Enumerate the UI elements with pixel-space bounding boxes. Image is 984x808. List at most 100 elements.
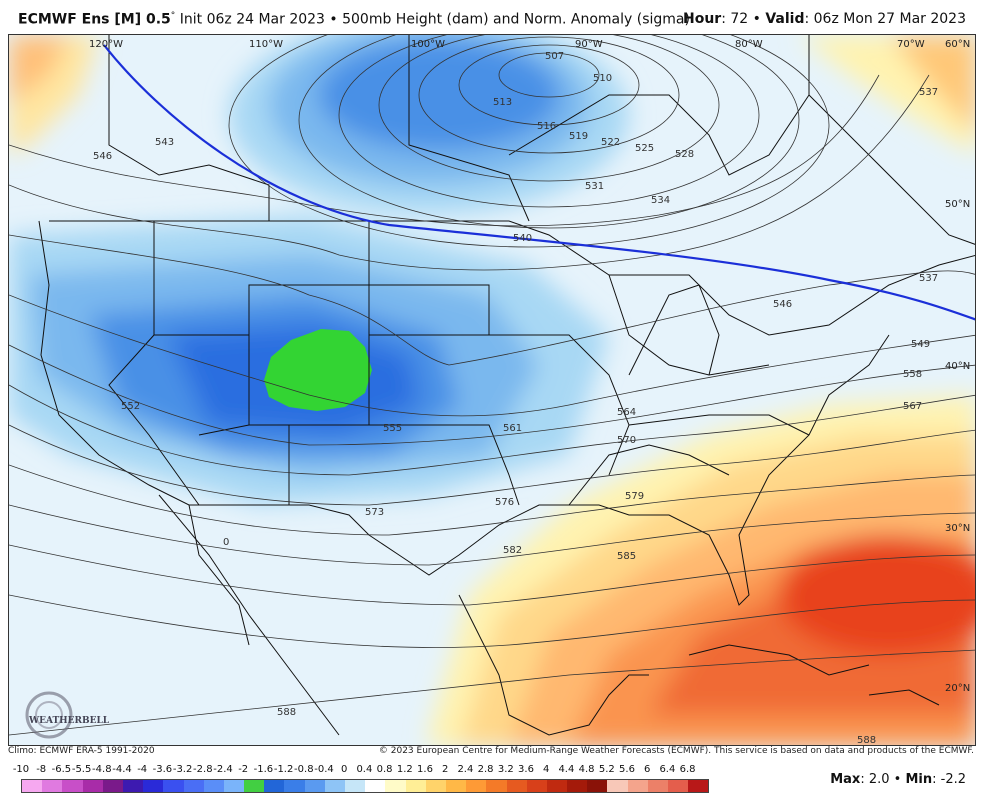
min-label: Min xyxy=(905,772,933,787)
valid-value: : 06z Mon 27 Mar 2023 xyxy=(804,11,966,27)
chart-title: ECMWF Ens [M] 0.5° Init 06z 24 Mar 2023 … xyxy=(18,11,690,28)
contour-label: 510 xyxy=(593,73,612,84)
colorbar-swatch xyxy=(567,780,588,792)
colorbar-tick-label: 5.6 xyxy=(619,764,635,775)
lon-label-80w: 80°W xyxy=(735,39,763,50)
colorbar-swatch xyxy=(304,780,325,792)
colorbar-tick-label: 2.4 xyxy=(457,764,474,775)
colorbar-tick-label: 3.6 xyxy=(518,764,534,775)
colorbar-tick-label: -3.6 xyxy=(152,764,173,775)
lat-label-30n: 30°N xyxy=(945,523,970,534)
contour-label: 573 xyxy=(365,507,384,518)
colorbar-tick-label: 2.8 xyxy=(477,764,494,775)
colorbar-tick-label: -6.5 xyxy=(51,764,72,775)
degree-mark: ° xyxy=(170,11,176,21)
lat-label-60n: 60°N xyxy=(945,39,970,50)
colorbar-swatch xyxy=(143,780,164,792)
colorbar-tick-label: -10 xyxy=(12,764,30,775)
colorbar-tick-label: -8 xyxy=(36,764,47,775)
lon-label-90w: 90°W xyxy=(575,39,603,50)
colorbar-tick-label: 4 xyxy=(543,764,550,775)
colorbar-tick-label: -2.4 xyxy=(213,764,233,775)
contour-label: 537 xyxy=(919,87,938,98)
colorbar-tick-label: 1.6 xyxy=(417,764,433,775)
contour-label: 531 xyxy=(585,181,604,192)
colorbar-tick-label: -3.2 xyxy=(172,764,193,775)
contour-label: 588 xyxy=(857,735,876,746)
max-min-readout: Max: 2.0 • Min: -2.2 xyxy=(830,772,966,787)
header: ECMWF Ens [M] 0.5° Init 06z 24 Mar 2023 … xyxy=(0,0,984,34)
init-text: Init 06z 24 Mar 2023 • 500mb Height (dam… xyxy=(175,11,690,28)
contour-label: 507 xyxy=(545,51,564,62)
colorbar-swatch xyxy=(647,780,668,792)
lat-label-20n: 20°N xyxy=(945,683,970,694)
colorbar-swatch xyxy=(203,780,224,792)
colorbar-tick-label: 2 xyxy=(442,764,449,775)
lon-label-70w: 70°W xyxy=(897,39,925,50)
colorbar-swatch xyxy=(122,780,144,792)
min-anomaly-region xyxy=(264,329,372,411)
contour-label: 585 xyxy=(617,551,636,562)
colorbar-tick-label: -1.2 xyxy=(273,764,294,775)
colorbar-tick-label: -2.8 xyxy=(193,764,213,775)
colorbar xyxy=(21,779,710,793)
colorbar-tick-label: 4.4 xyxy=(558,764,575,775)
contour-label: 534 xyxy=(651,195,670,206)
colorbar-swatch xyxy=(587,780,608,792)
colorbar-tick-label: -2 xyxy=(238,764,249,775)
contour-label: 516 xyxy=(537,121,556,132)
contour-label: 579 xyxy=(625,491,644,502)
contour-label: 567 xyxy=(903,401,922,412)
contour-label: 546 xyxy=(773,299,792,310)
lat-label-40n: 40°N xyxy=(945,361,970,372)
height-contours xyxy=(9,35,975,736)
valid-time: Hour: 72 • Valid: 06z Mon 27 Mar 2023 xyxy=(683,11,966,27)
contour-label: 537 xyxy=(919,273,938,284)
valid-label: Valid xyxy=(765,11,805,27)
copyright-note: © 2023 European Centre for Medium-Range … xyxy=(378,746,974,756)
lon-label-100w: 100°W xyxy=(411,39,445,50)
contour-label: 519 xyxy=(569,131,588,142)
colorbar-swatch xyxy=(324,780,345,792)
lon-label-120w: 120°W xyxy=(89,39,123,50)
colorbar-tick-label: 5.2 xyxy=(598,764,615,775)
colorbar-tick-label: 3.2 xyxy=(497,764,514,775)
colorbar-swatch xyxy=(486,780,507,792)
contour-label: 576 xyxy=(495,497,514,508)
colorbar-tick-label: 1.2 xyxy=(396,764,413,775)
contour-label: 561 xyxy=(503,423,522,434)
colorbar-tick-label: -1.6 xyxy=(253,764,274,775)
colorbar-labels: -10 -8 -6.5 -5.5 -4.8 -4.4 -4 -3.6 -3.2 -2.8 -2.4-… xyxy=(12,764,712,776)
colorbar-swatch xyxy=(466,780,487,792)
contour-label: 0 xyxy=(223,537,229,548)
colorbar-swatch xyxy=(607,780,628,792)
colorbar-tick-label: -4.8 xyxy=(92,764,112,775)
colorbar-swatch xyxy=(223,780,245,792)
contour-label: 513 xyxy=(493,97,512,108)
logo-text: WEATHERBELL xyxy=(28,716,110,726)
colorbar-swatch xyxy=(284,780,305,792)
colorbar-swatch xyxy=(405,780,426,792)
colorbar-tick-label: 4.8 xyxy=(578,764,595,775)
contour-label: 525 xyxy=(635,143,654,154)
colorbar-swatch xyxy=(102,780,123,792)
contour-label: 582 xyxy=(503,545,522,556)
contour-label: 570 xyxy=(617,435,636,446)
colorbar-swatch xyxy=(183,780,204,792)
model-name: ECMWF Ens [M] 0.5 xyxy=(18,11,171,28)
colorbar-swatch xyxy=(688,780,709,792)
weatherbell-logo: WEATHERBELL xyxy=(25,691,110,739)
contour-label: 543 xyxy=(155,137,174,148)
contour-label: 552 xyxy=(121,401,140,412)
colorbar-swatch xyxy=(385,780,406,792)
map-panel: 507 510 513 516 519 522 525 528 531 534 … xyxy=(8,34,976,746)
colorbar-tick-label: -0.4 xyxy=(314,764,334,775)
colorbar-swatch xyxy=(445,780,467,792)
colorbar-swatch xyxy=(526,780,547,792)
hour-value: : 72 • xyxy=(721,11,766,27)
colorbar-swatch xyxy=(506,780,527,792)
min-value: : -2.2 xyxy=(932,772,966,787)
contour-label: 588 xyxy=(277,707,296,718)
contour-label: 558 xyxy=(903,369,922,380)
colorbar-tick-label: 6 xyxy=(644,764,651,775)
